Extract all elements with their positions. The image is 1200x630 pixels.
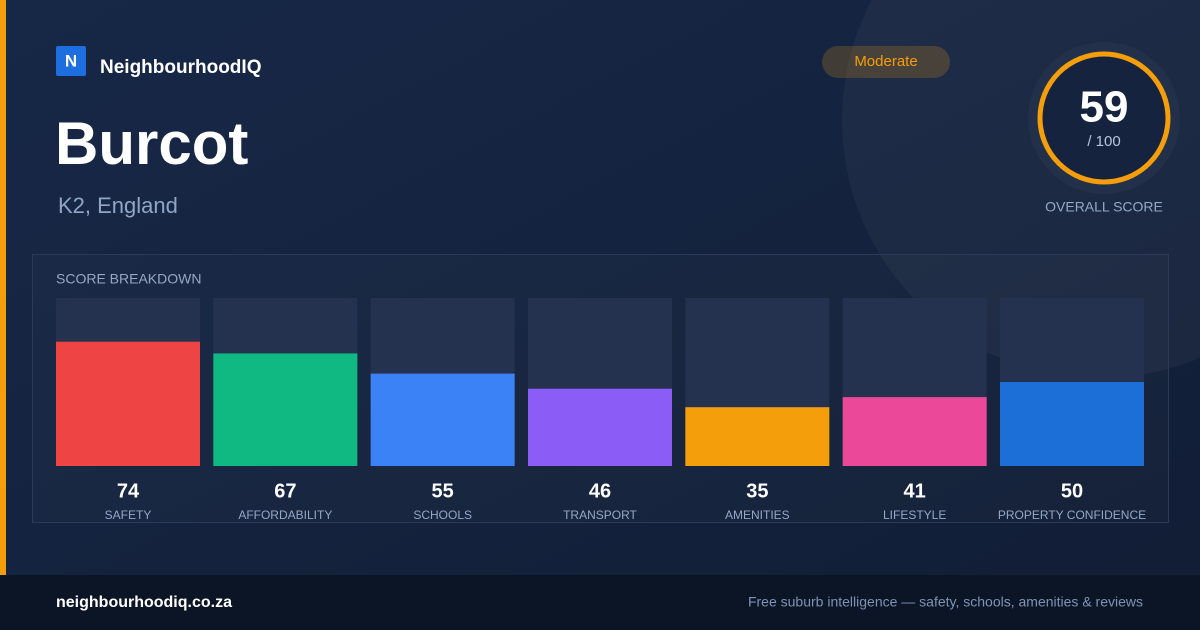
footer-tagline: Free suburb intelligence — safety, schoo… xyxy=(748,594,1143,610)
overall-max: / 100 xyxy=(1087,133,1120,150)
footer-site: neighbourhoodiq.co.za xyxy=(56,594,232,611)
category-label: LIFESTYLE xyxy=(883,508,946,522)
place-name: Burcot xyxy=(55,110,248,177)
bar xyxy=(1000,382,1144,466)
logo-letter: N xyxy=(65,51,77,70)
value-label: 50 xyxy=(1061,480,1083,502)
bar xyxy=(528,388,672,466)
value-label: 41 xyxy=(904,480,926,502)
overall-score: 59 xyxy=(1080,83,1129,132)
bar xyxy=(842,397,987,466)
category-label: SCHOOLS xyxy=(413,508,472,522)
badge xyxy=(822,46,950,78)
value-label: 67 xyxy=(274,480,296,502)
value-label: 55 xyxy=(432,480,454,502)
bar xyxy=(370,373,515,466)
category-label: PROPERTY CONFIDENCE xyxy=(998,508,1146,522)
place-region: K2, England xyxy=(58,193,178,218)
overall-caption: OVERALL SCORE xyxy=(1045,199,1163,215)
footer xyxy=(0,575,1200,630)
bar xyxy=(685,407,830,466)
brand: NeighbourhoodIQ xyxy=(100,57,261,78)
chart-title: SCORE BREAKDOWN xyxy=(56,271,201,287)
panel xyxy=(32,254,1169,523)
category-label: AMENITIES xyxy=(725,508,790,522)
logo xyxy=(56,46,86,76)
accent-bar xyxy=(0,0,6,575)
value-label: 35 xyxy=(746,480,768,502)
badge-text: Moderate xyxy=(854,53,917,70)
bar xyxy=(56,341,200,466)
category-label: SAFETY xyxy=(105,508,152,522)
category-label: AFFORDABILITY xyxy=(238,508,332,522)
value-label: 46 xyxy=(589,480,611,502)
category-label: TRANSPORT xyxy=(563,508,637,522)
score-ring xyxy=(1037,51,1171,185)
bar xyxy=(213,353,358,466)
value-label: 74 xyxy=(117,480,140,502)
